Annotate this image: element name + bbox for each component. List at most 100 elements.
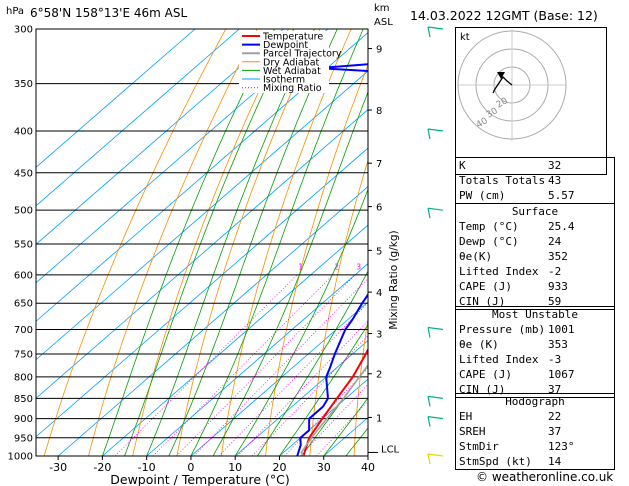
- isotherm-line: [190, 301, 368, 456]
- indices-table: K 32 Totals Totals 43 PW (cm) 5.57: [455, 157, 615, 204]
- legend-entry: Dewpoint: [263, 40, 308, 51]
- mixing-ratio-label: 4: [373, 262, 378, 271]
- isotherm-line: [146, 263, 368, 456]
- mixing-ratio-line: [300, 383, 368, 456]
- pressure-tick-label: 700: [14, 325, 33, 336]
- legend-entry: Dry Adiabat: [263, 57, 320, 68]
- temp-tick-label: 40: [361, 461, 375, 474]
- parcel-trajectory-line: [300, 364, 368, 456]
- isotherm-line: [36, 29, 329, 284]
- lcl-label: LCL: [381, 444, 400, 455]
- mixing-ratio-label: 8: [414, 262, 419, 271]
- pressure-tick-label: 900: [14, 414, 33, 425]
- wind-barb: [427, 395, 444, 399]
- temperature-line: [302, 347, 368, 456]
- surface-row: θe(K) 352: [456, 249, 614, 264]
- wind-barb: [427, 128, 444, 132]
- index-row: Totals Totals 43: [456, 173, 614, 188]
- wind-barb-feather: [427, 453, 431, 465]
- temp-tick-label: -30: [49, 461, 67, 474]
- index-row: PW (cm) 5.57: [456, 188, 614, 203]
- most-unstable-label: CIN (J): [459, 383, 506, 396]
- surface-value: 933: [548, 280, 568, 293]
- most-unstable-row: Lifted Index -3: [456, 352, 614, 367]
- legend-entry: Mixing Ratio: [263, 83, 322, 94]
- wind-barb: [427, 326, 444, 331]
- pressure-tick-label: 300: [14, 25, 33, 36]
- surface-row: CIN (J) 59: [456, 294, 614, 309]
- isotherm-line: [102, 224, 368, 456]
- asl-axis-unit: ASL: [374, 17, 393, 28]
- hodograph-param-row: StmSpd (kt) 14: [456, 454, 614, 469]
- isotherm-line: [36, 109, 368, 399]
- mixing-ratio-line: [193, 277, 368, 456]
- hpa-axis-unit: hPa: [6, 6, 25, 17]
- hodograph-param-value: 37: [548, 425, 562, 438]
- km-tick-label: 4: [376, 288, 382, 299]
- pressure-tick-label: 800: [14, 372, 33, 383]
- surface-label: CIN (J): [459, 295, 506, 308]
- hodograph-unit-label: kt: [460, 32, 470, 43]
- index-label: Totals Totals: [459, 174, 546, 187]
- surface-row: Lifted Index -2: [456, 264, 614, 279]
- hodograph-param-row: SREH 37: [456, 424, 614, 439]
- station-info: 6°58'N 158°13'E 46m ASL: [30, 6, 188, 20]
- temp-tick-label: -20: [93, 461, 111, 474]
- isotherm-line: [36, 70, 368, 361]
- isotherm-line: [234, 339, 368, 456]
- isotherm-line: [279, 378, 368, 456]
- pressure-tick-label: 450: [14, 168, 33, 179]
- surface-label: CAPE (J): [459, 280, 512, 293]
- surface-label: θe(K): [459, 250, 493, 263]
- isotherm-line: [36, 29, 284, 245]
- hodograph-param-label: StmSpd (kt): [459, 455, 532, 468]
- km-tick-label: 7: [376, 159, 382, 170]
- hodograph-param-value: 123°: [548, 440, 575, 453]
- most-unstable-label: CAPE (J): [459, 368, 512, 381]
- km-axis-unit: km: [374, 3, 390, 14]
- wind-barb-feather: [427, 396, 431, 407]
- pressure-tick-label: 650: [14, 299, 33, 310]
- temp-tick-label: 10: [228, 461, 242, 474]
- most-unstable-value: 37: [548, 383, 562, 396]
- index-value: 5.57: [548, 189, 575, 202]
- km-tick-label: 8: [376, 106, 382, 117]
- most-unstable-value: 353: [548, 338, 568, 351]
- legend-entry: Parcel Trajectory: [263, 49, 342, 60]
- km-tick-label: 6: [376, 203, 382, 214]
- temp-tick-label: -10: [138, 461, 156, 474]
- km-tick-label: 5: [376, 246, 382, 257]
- most-unstable-title: Most Unstable: [491, 308, 579, 321]
- legend-entry: Temperature: [262, 32, 323, 43]
- hodograph-param-value: 22: [548, 410, 562, 423]
- surface-row: CAPE (J) 933: [456, 279, 614, 294]
- index-label: PW (cm): [459, 189, 506, 202]
- most-unstable-row: Pressure (mb) 1001: [456, 322, 614, 337]
- surface-value: 352: [548, 250, 568, 263]
- wind-barb: [427, 453, 444, 457]
- km-tick-label: 2: [376, 370, 382, 381]
- legend-entry: Wet Adiabat: [263, 66, 321, 77]
- dry-adiabat-line: [353, 316, 368, 456]
- surface-title: Surface: [511, 205, 559, 218]
- index-row: K 32: [456, 158, 614, 173]
- surface-row: Dewp (°C) 24: [456, 234, 614, 249]
- mixing-ratio-line: [218, 302, 368, 456]
- isotherm-line: [36, 29, 240, 207]
- wet-adiabat-line: [279, 323, 368, 456]
- mixing-ratio-line: [152, 274, 334, 456]
- mixing-ratio-line: [316, 400, 368, 456]
- hodograph-param-label: SREH: [459, 425, 486, 438]
- most-unstable-value: -3: [548, 353, 562, 366]
- wind-barb-feather: [427, 416, 431, 427]
- hodograph-param-row: StmDir 123°: [456, 439, 614, 454]
- storm-motion-marker: [497, 72, 505, 79]
- wind-barb: [427, 416, 444, 420]
- pressure-tick-label: 500: [14, 206, 33, 217]
- pressure-tick-label: 950: [14, 433, 33, 444]
- mixing-ratio-line: [252, 335, 368, 456]
- pressure-tick-label: 350: [14, 79, 33, 90]
- km-tick-label: 9: [376, 45, 382, 56]
- most-unstable-value: 1067: [548, 368, 575, 381]
